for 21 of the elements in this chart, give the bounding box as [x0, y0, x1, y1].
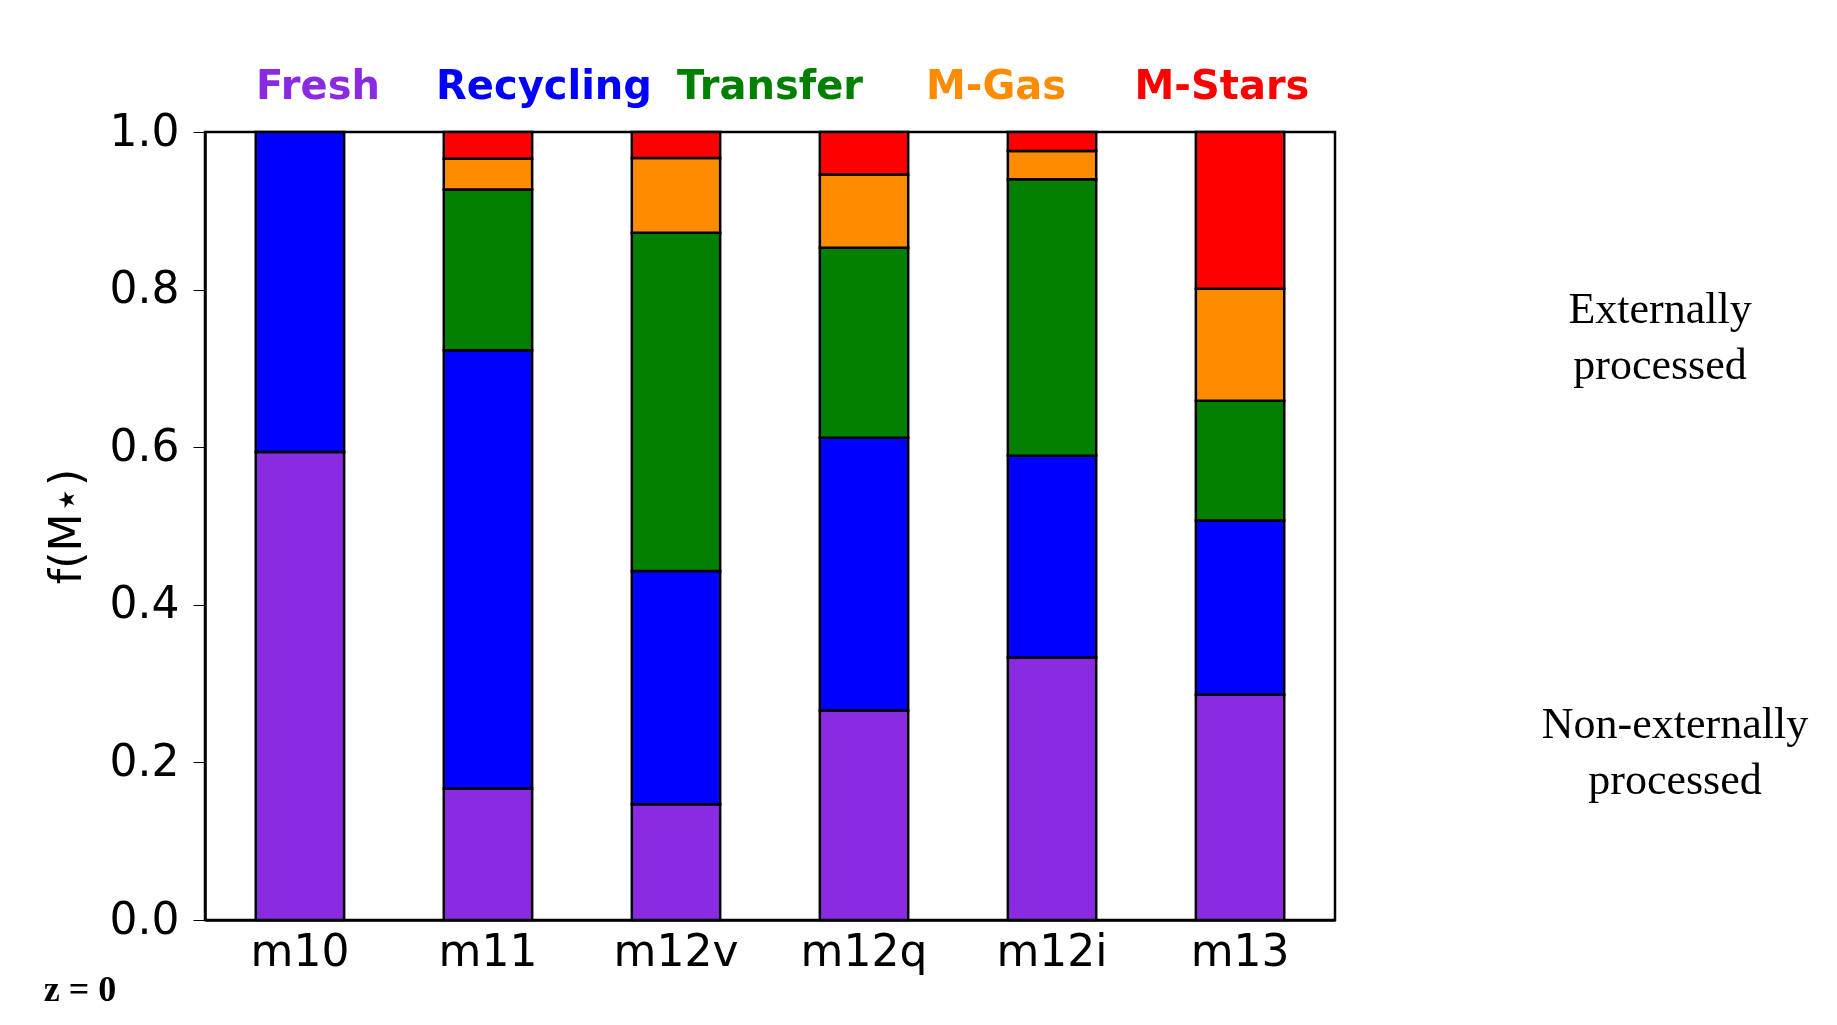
- text: Fresh: [256, 62, 380, 108]
- y-tick-label: 0.2: [109, 734, 180, 786]
- y-tick-label: 0.0: [109, 892, 180, 944]
- y-tick-label: 0.8: [109, 262, 180, 314]
- x-tick-label: m12i: [996, 924, 1108, 976]
- x-tick-label: m10: [250, 924, 350, 976]
- text: Externally processed: [1568, 284, 1752, 389]
- y-tick-label: 0.6: [109, 419, 180, 471]
- text: z = 0: [43, 969, 117, 1009]
- text: Non-externally processed: [1541, 699, 1809, 804]
- y-tick-label: 1.0: [109, 104, 180, 156]
- x-tick-label: m11: [438, 924, 538, 976]
- x-tick-label: m12v: [613, 924, 739, 976]
- y-tick-label: 0.4: [109, 577, 180, 629]
- x-tick-label: m12q: [800, 924, 928, 976]
- x-tick-label: m13: [1190, 924, 1290, 976]
- text: Transfer: [676, 62, 864, 108]
- text: Recycling: [436, 62, 652, 108]
- series-label: M-Stars: [1134, 62, 1310, 108]
- y-axis-title: f(M⋆): [39, 468, 91, 585]
- series-label: M-Gas: [925, 62, 1067, 108]
